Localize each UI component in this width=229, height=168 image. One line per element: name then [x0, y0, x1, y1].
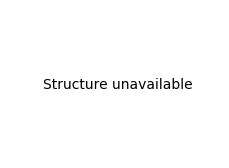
Text: Structure unavailable: Structure unavailable: [43, 78, 192, 92]
